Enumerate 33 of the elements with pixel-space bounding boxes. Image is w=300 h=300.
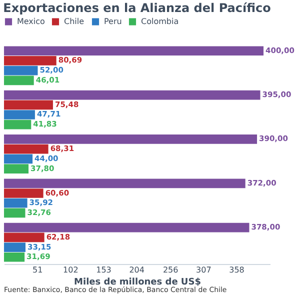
bar [4,76,34,86]
bar [4,188,44,198]
bar [4,46,264,56]
bar [4,178,246,188]
bar [4,100,53,110]
bar [4,154,33,164]
bar [4,164,29,174]
bar [4,208,26,218]
bar [4,134,258,144]
bar [4,110,35,120]
bar [4,242,26,252]
legend-label: Mexico [17,16,46,26]
x-axis-title: Miles de millones de US$ [74,278,201,288]
x-tick-label: 153 [96,266,112,274]
bar [4,56,56,66]
legend-label: Peru [104,16,122,26]
bar [4,222,250,232]
bar [4,144,48,154]
x-tick-label: 307 [196,266,212,274]
x-tick-label: 204 [129,266,144,274]
x-tick-label: 358 [229,266,244,274]
x-tick-label: 102 [63,266,78,274]
bar [4,66,38,76]
bar [4,120,32,130]
chart-title: Exportaciones en la Alianza del Pacífico [3,1,271,15]
bar [4,198,28,208]
legend-label: Colombia [141,16,179,26]
bar [4,232,44,242]
x-tick-label: 256 [162,266,178,274]
x-tick-label: 51 [32,266,43,274]
bar [4,252,25,262]
bar [4,90,260,100]
legend-label: Chile [64,16,84,26]
